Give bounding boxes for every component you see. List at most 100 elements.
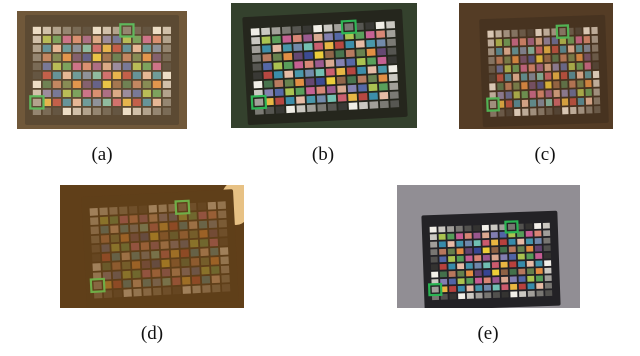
color-patch [585,97,593,105]
color-patch [535,260,543,267]
color-patch [534,238,542,244]
color-patch [284,70,294,78]
color-patch [52,89,61,97]
color-patch [386,38,396,47]
color-patch [122,279,132,288]
color-patch [546,107,553,115]
color-patch [522,108,529,116]
color-patch [82,53,91,61]
color-patch [457,270,465,277]
color-patch [545,90,552,98]
color-patch [272,53,282,61]
color-patch [509,268,517,275]
color-patch [82,44,91,52]
color-patch [500,254,508,261]
color-patch [32,26,41,34]
color-patch [139,223,149,232]
color-patch [102,98,111,106]
color-patch [543,28,550,36]
color-patch [387,47,397,55]
color-patch [102,71,111,79]
color-patch [379,91,389,100]
color-patch [526,245,534,252]
color-patch [528,64,536,72]
color-patch [495,47,503,56]
color-patch [593,79,600,87]
color-patch [152,71,161,79]
color-checker-board [81,189,239,308]
color-patch [282,44,292,52]
color-patch [42,35,51,43]
color-patch [140,242,150,250]
color-patch [82,26,91,34]
color-patch [161,259,170,268]
caption-e: (e) [477,323,499,344]
color-patch [447,248,455,255]
color-patch [520,55,527,64]
color-patch [72,89,81,97]
color-patch [211,266,220,274]
color-patch [62,44,71,52]
color-patch [82,62,91,70]
color-patch [512,64,520,73]
color-checker-board [421,210,561,308]
color-patch [576,53,583,62]
color-patch [553,89,560,98]
color-checker-board [25,15,179,125]
color-patch [520,73,528,81]
color-patch [90,226,99,235]
color-patch [528,73,536,81]
color-patch [517,261,526,268]
lighting-tint [231,3,417,128]
color-patch [430,264,439,271]
color-patch [491,254,499,261]
color-patch [324,50,334,59]
color-patch [388,65,398,73]
color-patch [162,26,171,34]
color-patch [513,100,521,108]
color-patch [152,287,162,296]
color-patch [112,62,121,70]
color-patch [482,239,490,246]
color-patch [534,245,542,252]
color-patch [264,89,274,97]
color-patch [534,230,542,237]
color-patch [491,262,499,268]
color-patch [535,46,543,54]
color-patch [52,80,61,88]
color-patch [132,107,141,115]
color-patch [52,107,61,115]
color-patch [302,25,312,33]
color-patch [525,238,534,245]
color-patch [475,292,483,299]
color-patch [179,221,188,230]
color-patch [293,43,303,52]
color-patch [102,271,112,280]
color-patch [42,89,51,97]
color-patch [162,277,171,286]
color-patch [525,223,533,230]
color-patch [152,80,161,88]
color-patch [543,230,551,237]
color-patch [458,293,466,300]
color-patch [542,222,550,229]
color-patch [142,89,151,97]
color-patch [82,71,91,79]
color-patch [512,73,520,81]
color-patch [168,213,178,221]
color-patch [335,58,345,67]
color-patch [438,233,446,240]
color-patch [543,237,551,244]
color-patch [326,77,336,85]
color-patch [103,290,113,298]
color-patch [521,82,528,90]
color-patch [304,60,314,69]
color-patch [110,225,119,234]
lighting-tint [459,3,613,129]
color-patch [132,270,141,279]
color-patch [496,56,503,64]
color-patch [517,253,525,260]
color-patch [512,56,519,64]
color-patch [285,96,295,105]
color-patch [504,56,511,64]
